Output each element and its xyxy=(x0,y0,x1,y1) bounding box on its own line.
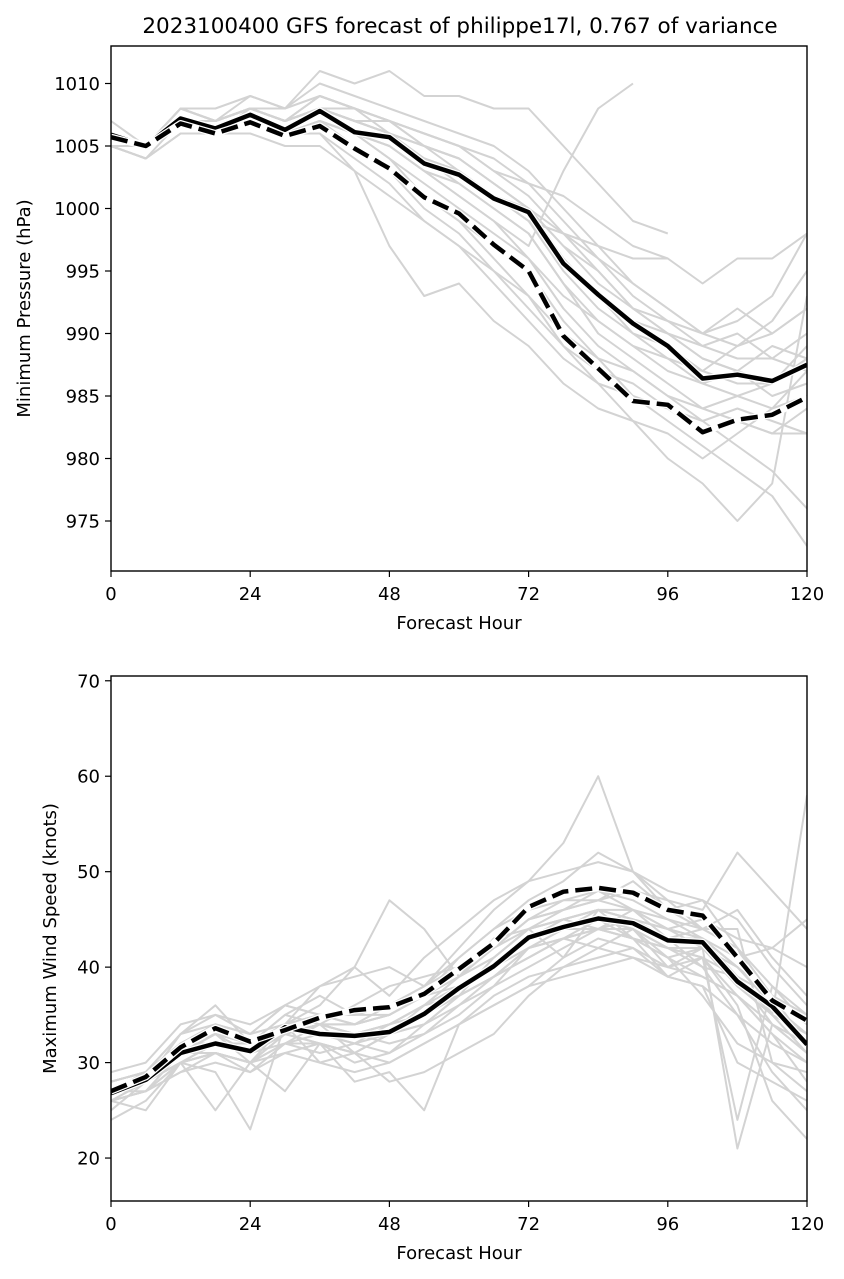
ensemble-member-line xyxy=(111,908,807,1093)
x-tick-label: 120 xyxy=(790,584,824,605)
y-tick-label: 1000 xyxy=(54,199,100,220)
plot-frame xyxy=(110,45,808,572)
x-tick-label: 96 xyxy=(656,584,679,605)
wind-speed-panel: 0 24 48 72 96 120 20 30 40 50 60 70 Forecast Hour Max… xyxy=(40,671,824,1264)
x-tick-label: 96 xyxy=(656,1214,679,1235)
ensemble-member-line xyxy=(111,861,807,1074)
y-tick-label: 980 xyxy=(66,449,100,470)
y-tick-label: 50 xyxy=(77,862,100,883)
y-tick-label: 40 xyxy=(77,958,100,979)
plot-frame xyxy=(110,675,808,1202)
dashed-line-halo xyxy=(111,118,807,436)
ensemble-member-line xyxy=(111,908,807,1093)
ensemble-member-line xyxy=(111,107,807,372)
y-tick-label: 30 xyxy=(77,1053,100,1074)
x-tick-label: 24 xyxy=(239,584,262,605)
dashed-mean-line xyxy=(111,885,807,1094)
y-tick-label: 985 xyxy=(66,387,100,408)
ensemble-member-line xyxy=(111,120,807,435)
y-tick-label: 20 xyxy=(77,1149,100,1170)
y-tick-label: 975 xyxy=(66,512,100,533)
y-tick-label: 1010 xyxy=(54,74,100,95)
y-tick-label: 990 xyxy=(66,324,100,345)
y-tick-label: 60 xyxy=(77,767,100,788)
solid-mean-line xyxy=(111,108,807,384)
ensemble-member-line xyxy=(111,120,807,522)
dashed-mean-line xyxy=(111,120,807,435)
pressure-panel: 0 24 48 72 96 120 975 980 985 990 995 1000 1005 1010 F… xyxy=(14,45,824,634)
y-tick-label: 1005 xyxy=(54,137,100,158)
ensemble-member-line xyxy=(111,95,807,385)
solid-mean-line xyxy=(111,916,807,1096)
y-tick-label: 70 xyxy=(77,671,100,692)
ensemble-member-line xyxy=(111,908,807,1093)
ensemble-member-line xyxy=(111,107,807,410)
x-tick-label: 24 xyxy=(239,1214,262,1235)
x-tick-label: 0 xyxy=(105,584,116,605)
ensemble-member-line xyxy=(111,107,807,397)
y-axis-label: Minimum Pressure (hPa) xyxy=(14,199,35,417)
ensemble-member-line xyxy=(111,70,669,235)
ensemble-member-line xyxy=(111,120,807,435)
x-tick-label: 0 xyxy=(105,1214,116,1235)
series-group xyxy=(111,775,807,1150)
x-tick-label: 72 xyxy=(517,584,540,605)
series-group xyxy=(111,70,807,547)
x-tick-label: 48 xyxy=(378,1214,401,1235)
y-axis-label: Maximum Wind Speed (knots) xyxy=(40,803,61,1074)
x-tick-label: 120 xyxy=(790,1214,824,1235)
ensemble-member-line xyxy=(111,120,807,510)
chart-title: 2023100400 GFS forecast of philippe17l, … xyxy=(142,14,777,39)
x-tick-label: 48 xyxy=(378,584,401,605)
ensemble-member-line xyxy=(111,120,807,397)
ensemble-member-line xyxy=(111,107,807,372)
y-tick-label: 995 xyxy=(66,262,100,283)
x-tick-label: 72 xyxy=(517,1214,540,1235)
ensemble-member-line xyxy=(111,928,807,1093)
x-axis-label: Forecast Hour xyxy=(396,613,522,634)
ensemble-member-line xyxy=(111,899,807,1140)
ensemble-member-line xyxy=(111,956,807,1102)
x-axis-label: Forecast Hour xyxy=(396,1243,522,1264)
